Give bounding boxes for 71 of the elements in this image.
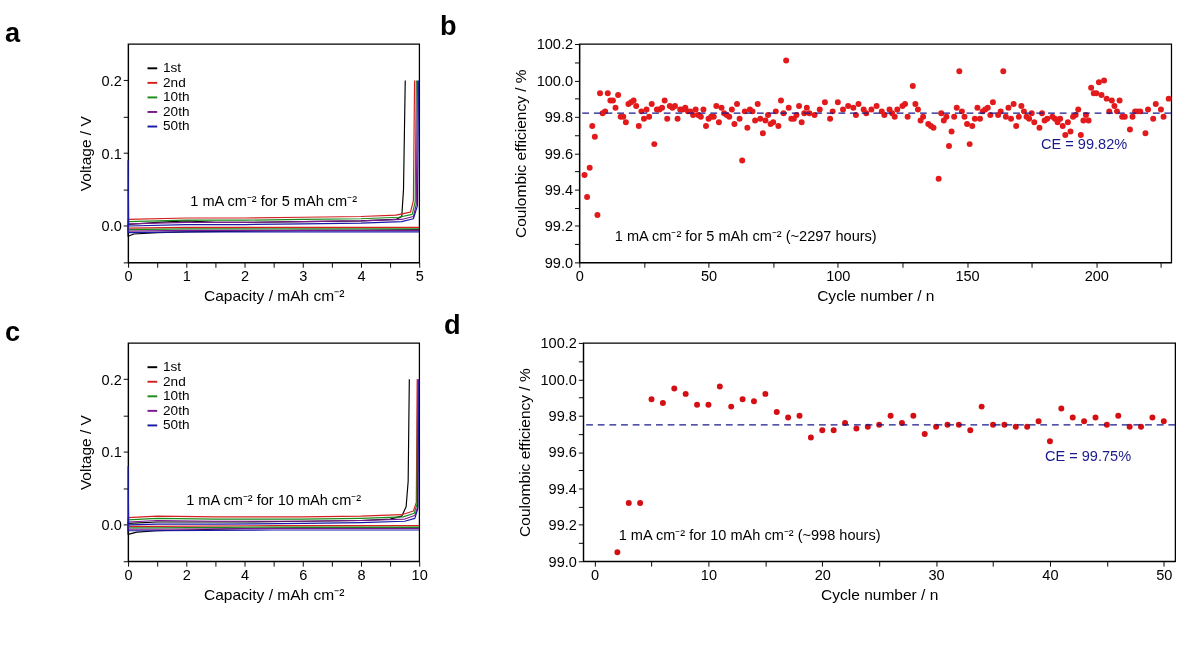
legend-label: 50th (163, 118, 190, 134)
y-tick-label: 0.0 (101, 517, 122, 534)
y-tick-label: 99.0 (548, 553, 577, 570)
legend-label: 20th (163, 402, 190, 418)
x-tick-label: 1 (182, 268, 191, 285)
chart-title: a (5, 17, 21, 49)
ref-line-label: CE = 99.75% (1044, 447, 1132, 464)
chart-title: b (440, 10, 457, 42)
legend-label: 20th (163, 103, 190, 119)
annotation: 1 mA cm⁻² for 5 mAh cm⁻² (190, 193, 358, 210)
legend-label: 2nd (163, 74, 186, 90)
x-tick-label: 5 (415, 268, 424, 285)
annotation: 1 mA cm⁻² for 5 mAh cm⁻² (~2297 hours) (614, 228, 877, 245)
x-tick-label: 50 (1156, 567, 1173, 584)
y-tick-label: 0.1 (101, 444, 122, 461)
x-tick-label: 2 (182, 567, 191, 584)
x-axis-title: Cycle number / n (821, 585, 939, 603)
x-tick-label: 6 (299, 567, 308, 584)
x-tick-label: 20 (814, 567, 831, 584)
x-tick-label: 3 (299, 268, 308, 285)
x-tick-label: 40 (1042, 567, 1059, 584)
ref-line-label: CE = 99.82% (1041, 136, 1128, 153)
y-axis-title: Coulombic efficiency / % (511, 69, 529, 239)
y-tick-label: 100.2 (540, 335, 577, 352)
legend-label: 1st (163, 60, 182, 76)
x-tick-label: 50 (700, 268, 718, 285)
y-tick-label: 0.1 (101, 145, 122, 162)
legend-label: 10th (163, 89, 190, 105)
y-tick-label: 99.2 (544, 218, 574, 235)
x-tick-label: 4 (357, 268, 366, 285)
y-tick-label: 99.6 (544, 145, 574, 162)
x-tick-label: 0 (591, 567, 600, 584)
annotation: 1 mA cm⁻² for 10 mAh cm⁻² (~998 hours) (618, 526, 881, 543)
y-axis-title: Voltage / V (76, 115, 94, 192)
y-tick-label: 100.2 (536, 36, 574, 53)
y-tick-label: 0.2 (101, 371, 122, 388)
x-axis-title: Cycle number / n (817, 286, 935, 304)
y-tick-label: 0.2 (101, 72, 122, 89)
x-tick-label: 2 (240, 268, 250, 285)
y-tick-label: 99.6 (548, 444, 577, 461)
x-tick-label: 10 (411, 567, 428, 584)
legend-label: 10th (163, 388, 190, 404)
legend-label: 50th (163, 417, 190, 433)
x-tick-label: 150 (955, 268, 980, 285)
y-tick-label: 100.0 (536, 72, 574, 89)
y-tick-label: 99.4 (544, 181, 574, 198)
y-tick-label: 99.2 (548, 517, 577, 534)
y-axis-title: Coulombic efficiency / % (515, 368, 533, 537)
x-tick-label: 30 (928, 567, 945, 584)
x-tick-label: 100 (826, 268, 851, 285)
chart-title: c (5, 315, 21, 347)
y-tick-label: 99.8 (548, 408, 577, 425)
y-tick-label: 99.0 (544, 254, 574, 271)
legend-label: 2nd (163, 373, 186, 389)
y-tick-label: 99.4 (548, 480, 577, 497)
x-tick-label: 8 (357, 567, 366, 584)
x-tick-label: 0 (124, 567, 133, 584)
x-tick-label: 0 (575, 268, 584, 285)
legend-label: 1st (163, 359, 182, 375)
x-tick-label: 10 (700, 567, 718, 584)
chart-title: d (443, 309, 461, 341)
y-tick-label: 100.0 (540, 371, 577, 388)
x-tick-label: 200 (1084, 268, 1109, 285)
x-axis-title: Capacity / mAh cm⁻² (203, 585, 345, 603)
y-tick-label: 0.0 (101, 218, 122, 235)
y-tick-label: 99.8 (544, 109, 574, 126)
x-tick-label: 0 (124, 268, 133, 285)
x-axis-title: Capacity / mAh cm⁻² (203, 286, 345, 304)
annotation: 1 mA cm⁻² for 10 mAh cm⁻² (186, 492, 362, 508)
y-axis-title: Voltage / V (76, 414, 94, 491)
x-tick-label: 4 (240, 567, 250, 584)
